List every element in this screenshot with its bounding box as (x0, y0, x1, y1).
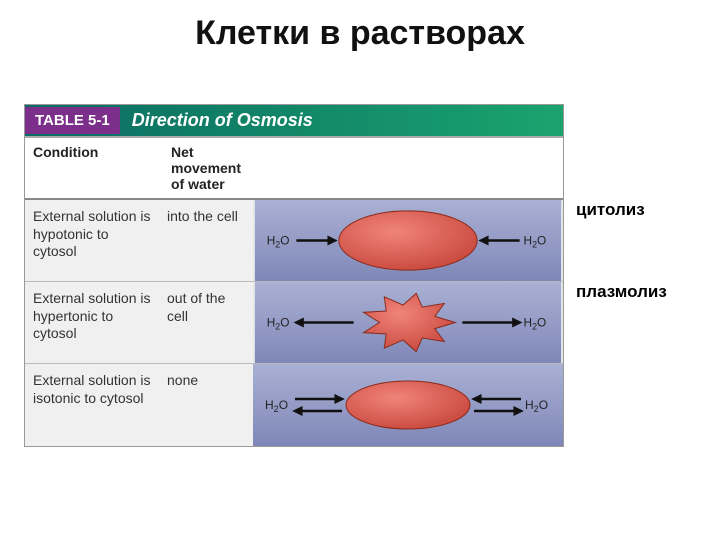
osmosis-diagram-svg: H2OH2O (253, 200, 563, 281)
annotation-plasmolysis: плазмолиз (576, 282, 667, 302)
cell-movement: none (163, 364, 253, 446)
cell-movement: into the cell (163, 200, 253, 281)
cell-diagram: H2OH2O (253, 200, 563, 281)
cell-diagram: H2OH2O (253, 282, 563, 363)
table-row: External solution is hypotonic to cytoso… (25, 200, 563, 282)
col-movement: Net movement of water (163, 138, 253, 198)
osmosis-table: TABLE 5-1 Direction of Osmosis Condition… (24, 104, 564, 447)
annotation-cytolysis: цитолиз (576, 200, 645, 220)
col-condition: Condition (25, 138, 163, 198)
osmosis-diagram-svg: H2OH2O (253, 282, 563, 363)
cell-condition: External solution is hypotonic to cytoso… (25, 200, 163, 281)
osmosis-diagram-svg: H2OH2O (253, 364, 563, 446)
cell-condition: External solution is isotonic to cytosol (25, 364, 163, 446)
cell-movement: out of the cell (163, 282, 253, 363)
table-header: TABLE 5-1 Direction of Osmosis (25, 105, 563, 136)
table-badge: TABLE 5-1 (25, 107, 120, 134)
page-title: Клетки в растворах (0, 14, 720, 53)
cell-condition: External solution is hypertonic to cytos… (25, 282, 163, 363)
cell-diagram: H2OH2O (253, 364, 563, 446)
table-row: External solution is hypertonic to cytos… (25, 282, 563, 364)
column-headers: Condition Net movement of water (25, 136, 563, 200)
table-title: Direction of Osmosis (120, 105, 563, 136)
table-row: External solution is isotonic to cytosol… (25, 364, 563, 446)
